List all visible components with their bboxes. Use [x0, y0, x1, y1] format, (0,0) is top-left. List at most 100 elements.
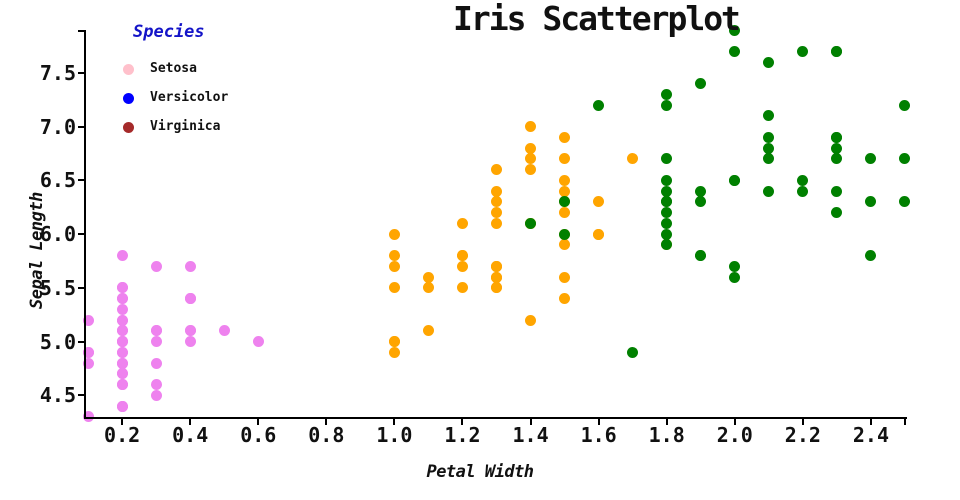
data-point-setosa [184, 336, 196, 348]
data-point-virginica [661, 88, 673, 100]
x-tick-label: 0.4 [172, 423, 209, 447]
data-point-virginica [661, 153, 673, 165]
legend-label-setosa: Setosa [150, 61, 197, 76]
data-point-setosa [116, 250, 128, 262]
y-tick-label: 7.5 [39, 60, 76, 85]
data-point-versicolor [422, 271, 434, 283]
x-tick-label: 1.8 [648, 423, 685, 447]
x-tick-label: 1.0 [376, 423, 413, 447]
data-point-virginica [763, 153, 775, 165]
data-point-virginica [525, 217, 537, 229]
data-point-setosa [82, 357, 94, 369]
setosa-legend-marker-icon [123, 63, 134, 75]
data-point-setosa [82, 411, 94, 423]
y-tick-mark [78, 71, 84, 74]
data-point-virginica [831, 45, 843, 57]
data-point-setosa [116, 346, 128, 358]
data-point-versicolor [525, 164, 537, 176]
data-point-versicolor [456, 282, 468, 294]
x-tick-label: 0.2 [104, 423, 141, 447]
data-point-virginica [695, 250, 707, 262]
data-point-virginica [729, 260, 741, 272]
data-point-virginica [729, 24, 741, 36]
legend-item-setosa: Setosa [123, 59, 197, 79]
data-point-virginica [695, 78, 707, 90]
data-point-setosa [116, 400, 128, 412]
virginica-legend-marker-icon [123, 121, 134, 133]
x-axis-end-tick [904, 419, 906, 425]
x-tick-label: 2.0 [716, 423, 753, 447]
data-point-virginica [695, 185, 707, 197]
data-point-setosa [150, 260, 162, 272]
data-point-setosa [184, 260, 196, 272]
data-point-versicolor [491, 282, 503, 294]
x-tick-mark [529, 419, 532, 425]
data-point-versicolor [388, 282, 400, 294]
data-point-virginica [865, 153, 877, 165]
data-point-versicolor [491, 196, 503, 208]
data-point-virginica [763, 131, 775, 143]
data-point-virginica [865, 250, 877, 262]
x-axis-spine [84, 417, 907, 419]
y-tick-label: 6.5 [39, 168, 76, 193]
y-tick-mark [78, 179, 84, 182]
y-tick-label: 6.0 [39, 222, 76, 247]
data-point-setosa [116, 303, 128, 315]
data-point-versicolor [491, 164, 503, 176]
x-tick-label: 0.8 [308, 423, 345, 447]
x-tick-label: 1.2 [444, 423, 481, 447]
data-point-virginica [729, 271, 741, 283]
data-point-versicolor [559, 174, 571, 186]
data-point-virginica [559, 196, 571, 208]
data-point-versicolor [491, 217, 503, 229]
x-tick-mark [869, 419, 872, 425]
data-point-setosa [82, 346, 94, 358]
data-point-virginica [763, 185, 775, 197]
data-point-virginica [831, 153, 843, 165]
data-point-versicolor [593, 196, 605, 208]
data-point-versicolor [559, 239, 571, 251]
data-point-virginica [661, 217, 673, 229]
data-point-setosa [150, 325, 162, 337]
chart-title: Iris Scatterplot [453, 0, 741, 38]
data-point-versicolor [491, 185, 503, 197]
data-point-virginica [661, 185, 673, 197]
legend-label-virginica: Virginica [150, 119, 221, 134]
data-point-versicolor [525, 121, 537, 133]
data-point-virginica [865, 196, 877, 208]
data-point-setosa [150, 389, 162, 401]
data-point-versicolor [388, 228, 400, 240]
data-point-versicolor [491, 271, 503, 283]
y-tick-label: 4.5 [39, 383, 76, 408]
data-point-versicolor [559, 131, 571, 143]
x-tick-label: 1.4 [512, 423, 549, 447]
x-tick-mark [733, 419, 736, 425]
data-point-setosa [150, 357, 162, 369]
y-tick-mark [78, 394, 84, 397]
x-tick-mark [257, 419, 260, 425]
data-point-virginica [797, 45, 809, 57]
y-axis-label: Sepal Length [27, 192, 47, 310]
data-point-virginica [831, 131, 843, 143]
data-point-virginica [831, 142, 843, 154]
data-point-virginica [899, 196, 911, 208]
versicolor-legend-marker-icon [123, 92, 134, 104]
data-point-virginica [763, 56, 775, 68]
data-point-versicolor [559, 153, 571, 165]
data-point-versicolor [525, 142, 537, 154]
y-tick-mark [78, 340, 84, 343]
data-point-setosa [82, 314, 94, 326]
data-point-versicolor [456, 250, 468, 262]
data-point-virginica [559, 228, 571, 240]
legend-item-virginica: Virginica [123, 117, 220, 137]
data-point-virginica [627, 346, 639, 358]
data-point-versicolor [491, 260, 503, 272]
data-point-setosa [150, 379, 162, 391]
x-tick-mark [121, 419, 124, 425]
data-point-setosa [150, 336, 162, 348]
data-point-virginica [729, 45, 741, 57]
y-tick-mark [78, 125, 84, 128]
y-tick-mark [78, 286, 84, 289]
data-point-versicolor [422, 325, 434, 337]
